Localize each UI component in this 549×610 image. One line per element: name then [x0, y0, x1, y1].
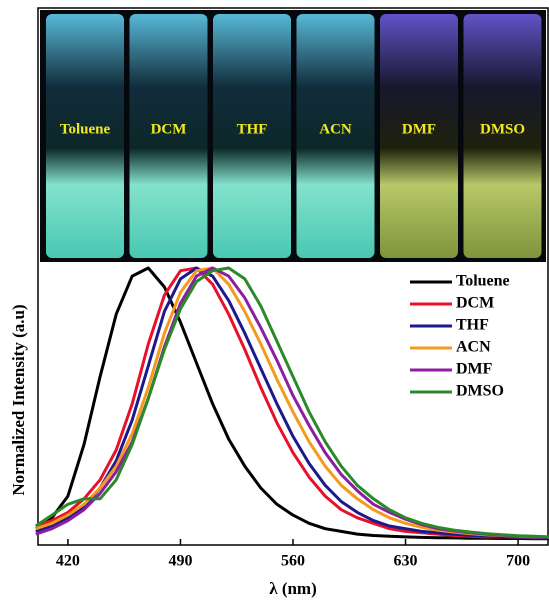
x-axis-label: λ (nm) [269, 579, 317, 598]
x-tick-label: 490 [168, 553, 192, 570]
x-tick-label: 700 [506, 553, 530, 570]
series-line [34, 266, 549, 541]
vial-label: DCM [151, 121, 187, 137]
legend-label: DMF [456, 361, 493, 378]
vial-label: DMSO [480, 121, 525, 137]
vial-label: Toluene [60, 121, 111, 137]
vial [46, 14, 124, 258]
x-tick-label: 420 [56, 553, 80, 570]
vial-label: DMF [402, 121, 436, 137]
vial [213, 14, 291, 258]
vial-label: ACN [319, 121, 352, 137]
legend-label: Toluene [456, 273, 510, 290]
legend-label: DCM [456, 295, 494, 312]
y-axis-label: Normalized Intensity (a.u) [9, 304, 28, 495]
vial [463, 14, 542, 258]
vial [129, 14, 208, 258]
x-tick-label: 630 [394, 553, 418, 570]
series-line [35, 266, 549, 540]
legend-label: ACN [456, 339, 491, 356]
x-tick-label: 560 [281, 553, 305, 570]
vial-label: THF [237, 121, 268, 137]
legend-label: THF [456, 317, 489, 334]
legend-label: DMSO [456, 383, 504, 400]
inset-photo [40, 10, 546, 262]
vial [296, 14, 375, 258]
series-line [34, 266, 549, 539]
vial [380, 14, 458, 258]
